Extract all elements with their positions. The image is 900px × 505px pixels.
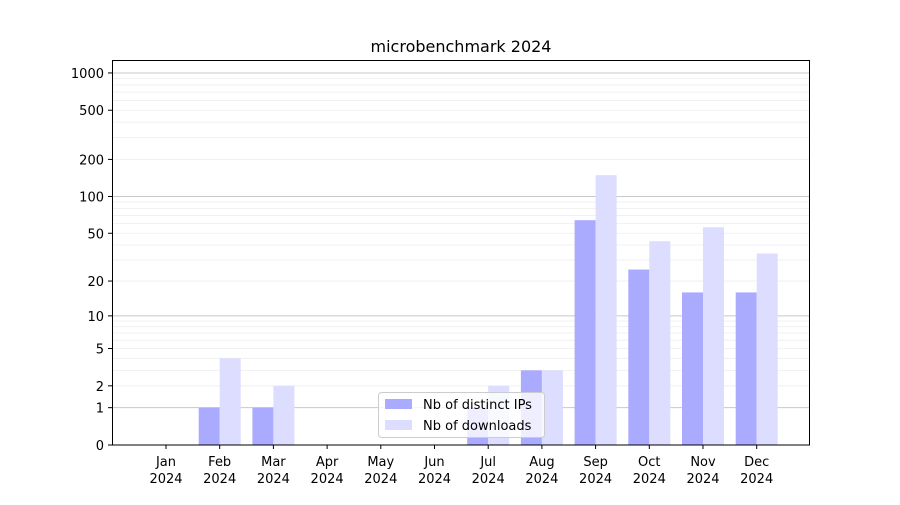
x-tick-label: 2024 <box>257 472 290 487</box>
x-tick-label: 2024 <box>740 472 773 487</box>
x-tick-label: 2024 <box>364 472 397 487</box>
legend-label: Nb of distinct IPs <box>423 398 532 413</box>
x-tick-label: 2024 <box>579 472 612 487</box>
bar-downloads <box>273 385 295 445</box>
legend-box <box>378 392 545 438</box>
x-tick-label: May <box>367 455 394 470</box>
x-tick-label: 2024 <box>149 472 182 487</box>
y-tick-label: 500 <box>79 104 104 119</box>
bar-downloads <box>219 358 241 445</box>
legend-label: Nb of downloads <box>423 419 532 434</box>
bar-distinct-ips <box>682 292 703 445</box>
plot-frame <box>112 60 810 446</box>
x-tick-label: 2024 <box>686 472 719 487</box>
y-tick-label: 200 <box>79 153 104 168</box>
y-tick-label: 20 <box>87 275 104 290</box>
bar-downloads <box>756 253 778 445</box>
x-tick-label: Apr <box>316 455 339 470</box>
x-tick-label: Dec <box>744 455 769 470</box>
bar-downloads <box>703 227 724 445</box>
legend: Nb of distinct IPs Nb of downloads <box>378 392 545 438</box>
x-tick-label: Sep <box>583 455 608 470</box>
y-tick-label: 5 <box>96 343 104 358</box>
y-tick-label: 2 <box>96 380 104 395</box>
chart-title: microbenchmark 2024 <box>371 37 552 56</box>
x-tick-label: 2024 <box>472 472 505 487</box>
x-tick-label: Jun <box>423 455 444 470</box>
x-tick-label: 2024 <box>418 472 451 487</box>
x-tick-label: Oct <box>638 455 660 470</box>
bar-distinct-ips <box>628 269 650 445</box>
bar-distinct-ips <box>252 407 274 445</box>
x-tick-label: Aug <box>529 455 554 470</box>
x-tick-label: 2024 <box>525 472 558 487</box>
y-tick-label: 0 <box>96 439 104 454</box>
y-tick-label: 50 <box>87 227 104 242</box>
y-tick-label: 100 <box>79 190 104 205</box>
x-tick-label: 2024 <box>311 472 344 487</box>
x-tick-label: Jul <box>479 455 496 470</box>
x-tick-label: Feb <box>208 455 231 470</box>
x-tick-label: Mar <box>261 455 286 470</box>
x-tick-label: 2024 <box>633 472 666 487</box>
bar-downloads <box>541 370 563 445</box>
bar-distinct-ips <box>198 407 220 445</box>
x-tick-label: 2024 <box>203 472 236 487</box>
y-tick-label: 1000 <box>71 67 104 82</box>
bar-distinct-ips <box>574 220 596 445</box>
legend-swatch <box>385 420 412 430</box>
legend-swatch <box>385 399 412 409</box>
bar-distinct-ips <box>735 292 757 445</box>
bar-downloads <box>595 175 617 446</box>
y-tick-label: 10 <box>87 310 104 325</box>
x-tick-label: Nov <box>690 455 716 470</box>
bar-downloads <box>649 241 671 445</box>
x-tick-label: Jan <box>155 455 176 470</box>
y-tick-label: 1 <box>96 402 104 417</box>
